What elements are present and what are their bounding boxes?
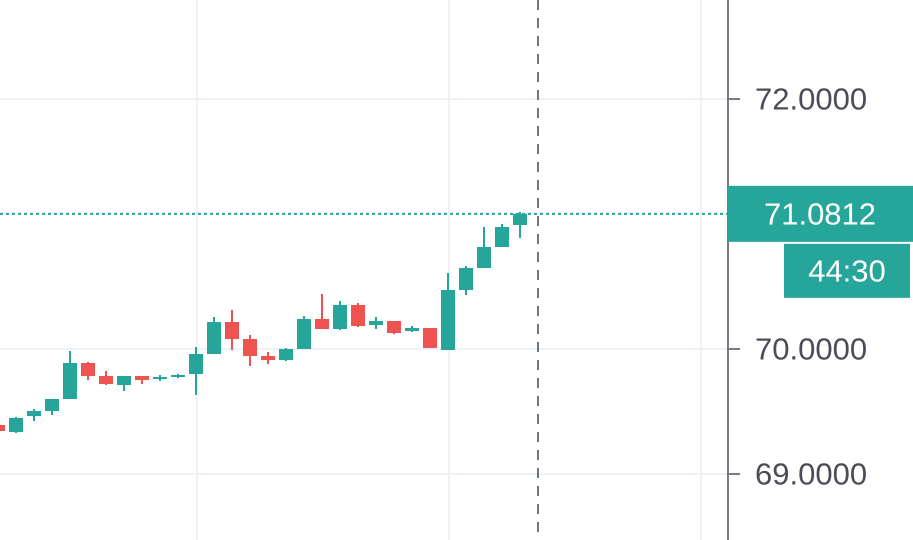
candles: [0, 212, 728, 433]
candle-body: [351, 305, 365, 326]
candle-body: [81, 363, 95, 376]
y-tick-label: 70.0000: [755, 332, 867, 367]
candle-body: [261, 356, 275, 360]
candle-body: [513, 213, 527, 225]
candle-body: [369, 321, 383, 325]
candle-body: [45, 399, 59, 411]
price-axis: 69.0000 70.0000 72.0000 71.0812 44:30: [728, 82, 913, 492]
candle-body: [99, 376, 113, 384]
candle-body: [297, 319, 311, 349]
countdown-badge: [784, 243, 910, 298]
candle-body: [477, 247, 491, 268]
candle-body: [189, 354, 203, 374]
candle-body: [117, 376, 131, 385]
candle-body: [423, 328, 437, 348]
candle-body: [27, 411, 41, 416]
candle-body: [63, 363, 77, 399]
last-price-badge: [728, 185, 913, 242]
candle-body: [207, 322, 221, 354]
grid: [0, 98, 728, 475]
candle-body: [333, 305, 347, 329]
candle-body: [387, 321, 401, 333]
y-tick-label: 69.0000: [755, 457, 867, 492]
candle-body: [459, 268, 473, 290]
countdown-label: 44:30: [808, 253, 886, 288]
candle-body: [135, 376, 149, 380]
candle-body: [315, 319, 329, 329]
candle-body: [225, 322, 239, 339]
candle-body: [171, 375, 185, 377]
y-tick-label: 72.0000: [755, 82, 867, 117]
candle-body: [405, 328, 419, 331]
candle-body: [279, 349, 293, 360]
candle-body: [495, 227, 509, 247]
candle-body: [441, 290, 455, 350]
candle-body: [9, 418, 23, 432]
candle-body: [243, 339, 257, 356]
candle-body: [153, 377, 167, 379]
last-price-label: 71.0812: [764, 196, 876, 231]
candle-body: [0, 425, 5, 431]
